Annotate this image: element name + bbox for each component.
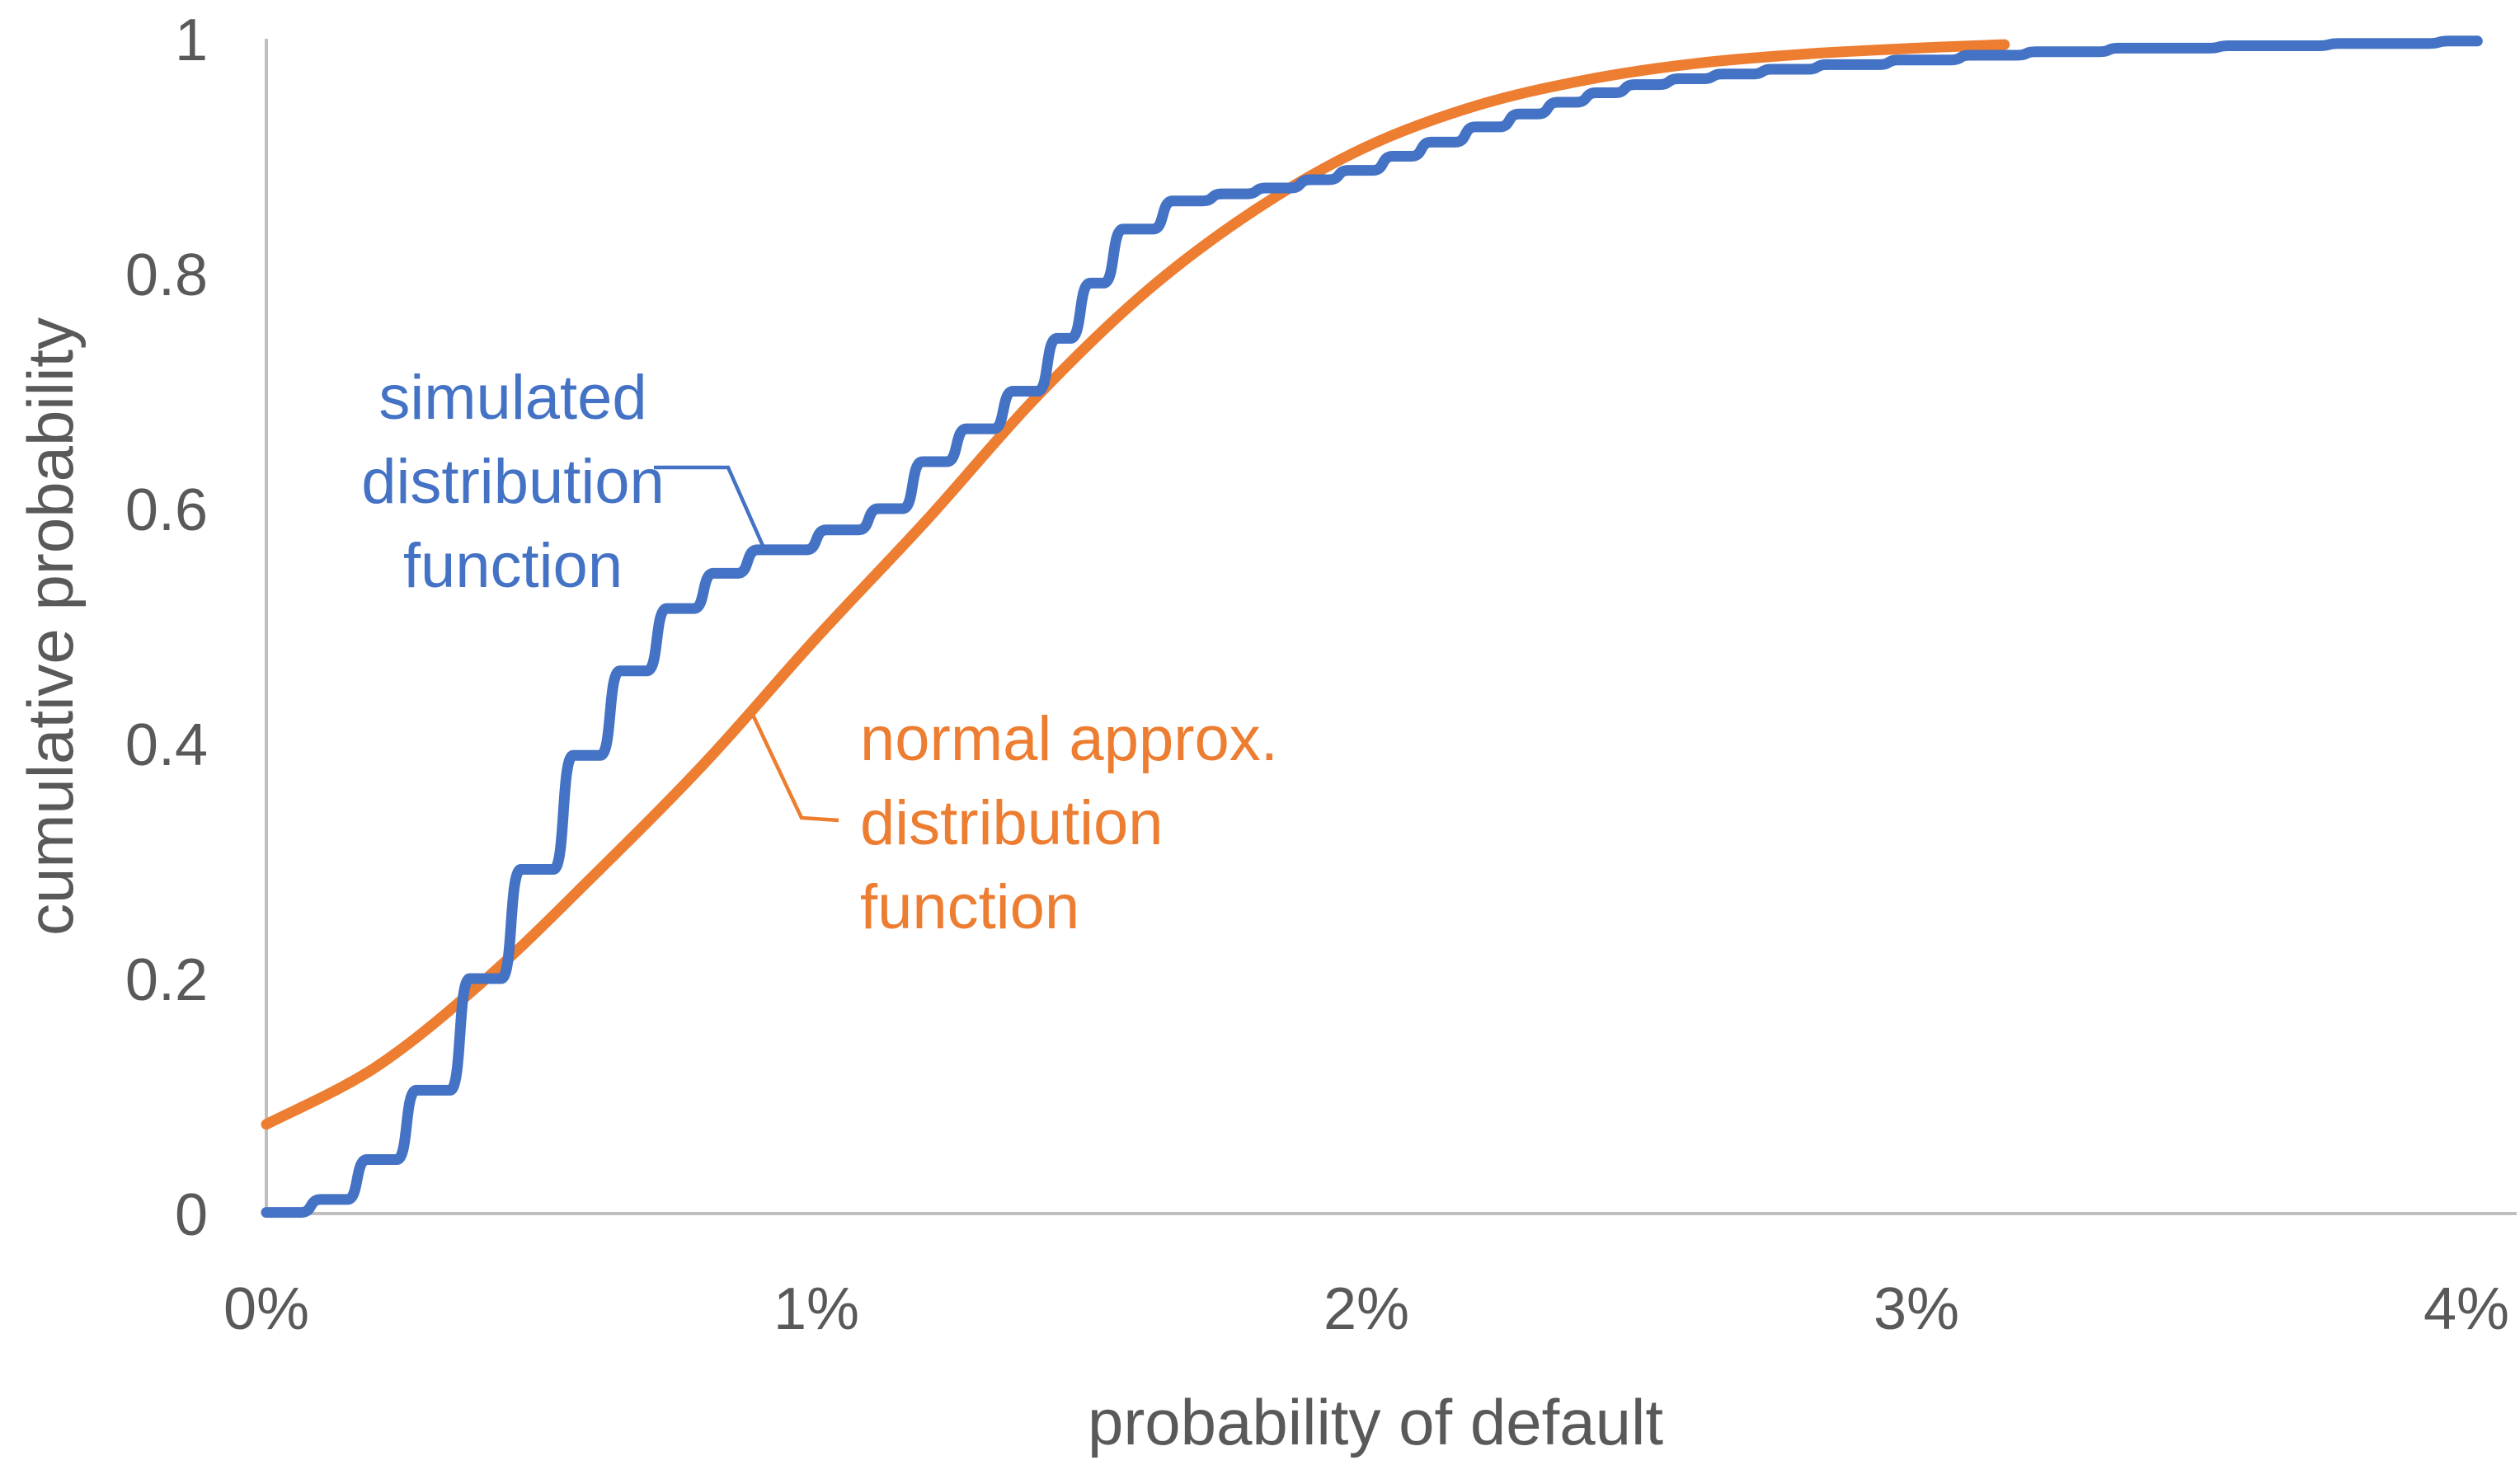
- simulated-series-label: simulated distribution function: [361, 363, 766, 601]
- simulated-series-label-line: function: [403, 531, 623, 601]
- y-tick-label: 0: [175, 1182, 208, 1248]
- x-axis-tick-labels: 0% 1% 2% 3% 4%: [223, 1276, 2509, 1342]
- normal-series-label-line: distribution: [860, 788, 1164, 858]
- x-tick-label: 4%: [2424, 1276, 2509, 1342]
- x-tick-label: 3%: [1874, 1276, 1959, 1342]
- simulated-series-label-line: simulated: [378, 363, 646, 433]
- normal-series-label-line: normal approx.: [860, 704, 1278, 774]
- y-tick-label: 1: [175, 7, 208, 73]
- normal-series-label: normal approx. distribution function: [750, 704, 1278, 942]
- normal-callout-line: [750, 712, 839, 823]
- y-tick-label: 0.2: [125, 947, 208, 1013]
- y-axis-tick-labels: 0 0.2 0.4 0.6 0.8 1: [125, 7, 208, 1248]
- y-tick-label: 0.6: [125, 477, 208, 543]
- x-tick-label: 0%: [223, 1276, 309, 1342]
- simulated-callout-line: [654, 465, 766, 548]
- normal-series-label-line: function: [860, 872, 1079, 942]
- normal-approx-cdf-line: [261, 39, 2010, 1130]
- x-axis-title: probability of default: [1088, 1386, 1663, 1458]
- x-tick-label: 2%: [1323, 1276, 1409, 1342]
- y-tick-label: 0.8: [125, 242, 208, 308]
- simulated-cdf-line: [261, 35, 2483, 1218]
- y-axis-title: cumulative probability: [14, 317, 87, 936]
- y-tick-label: 0.4: [125, 712, 208, 778]
- x-tick-label: 1%: [773, 1276, 859, 1342]
- simulated-series-label-line: distribution: [361, 447, 665, 517]
